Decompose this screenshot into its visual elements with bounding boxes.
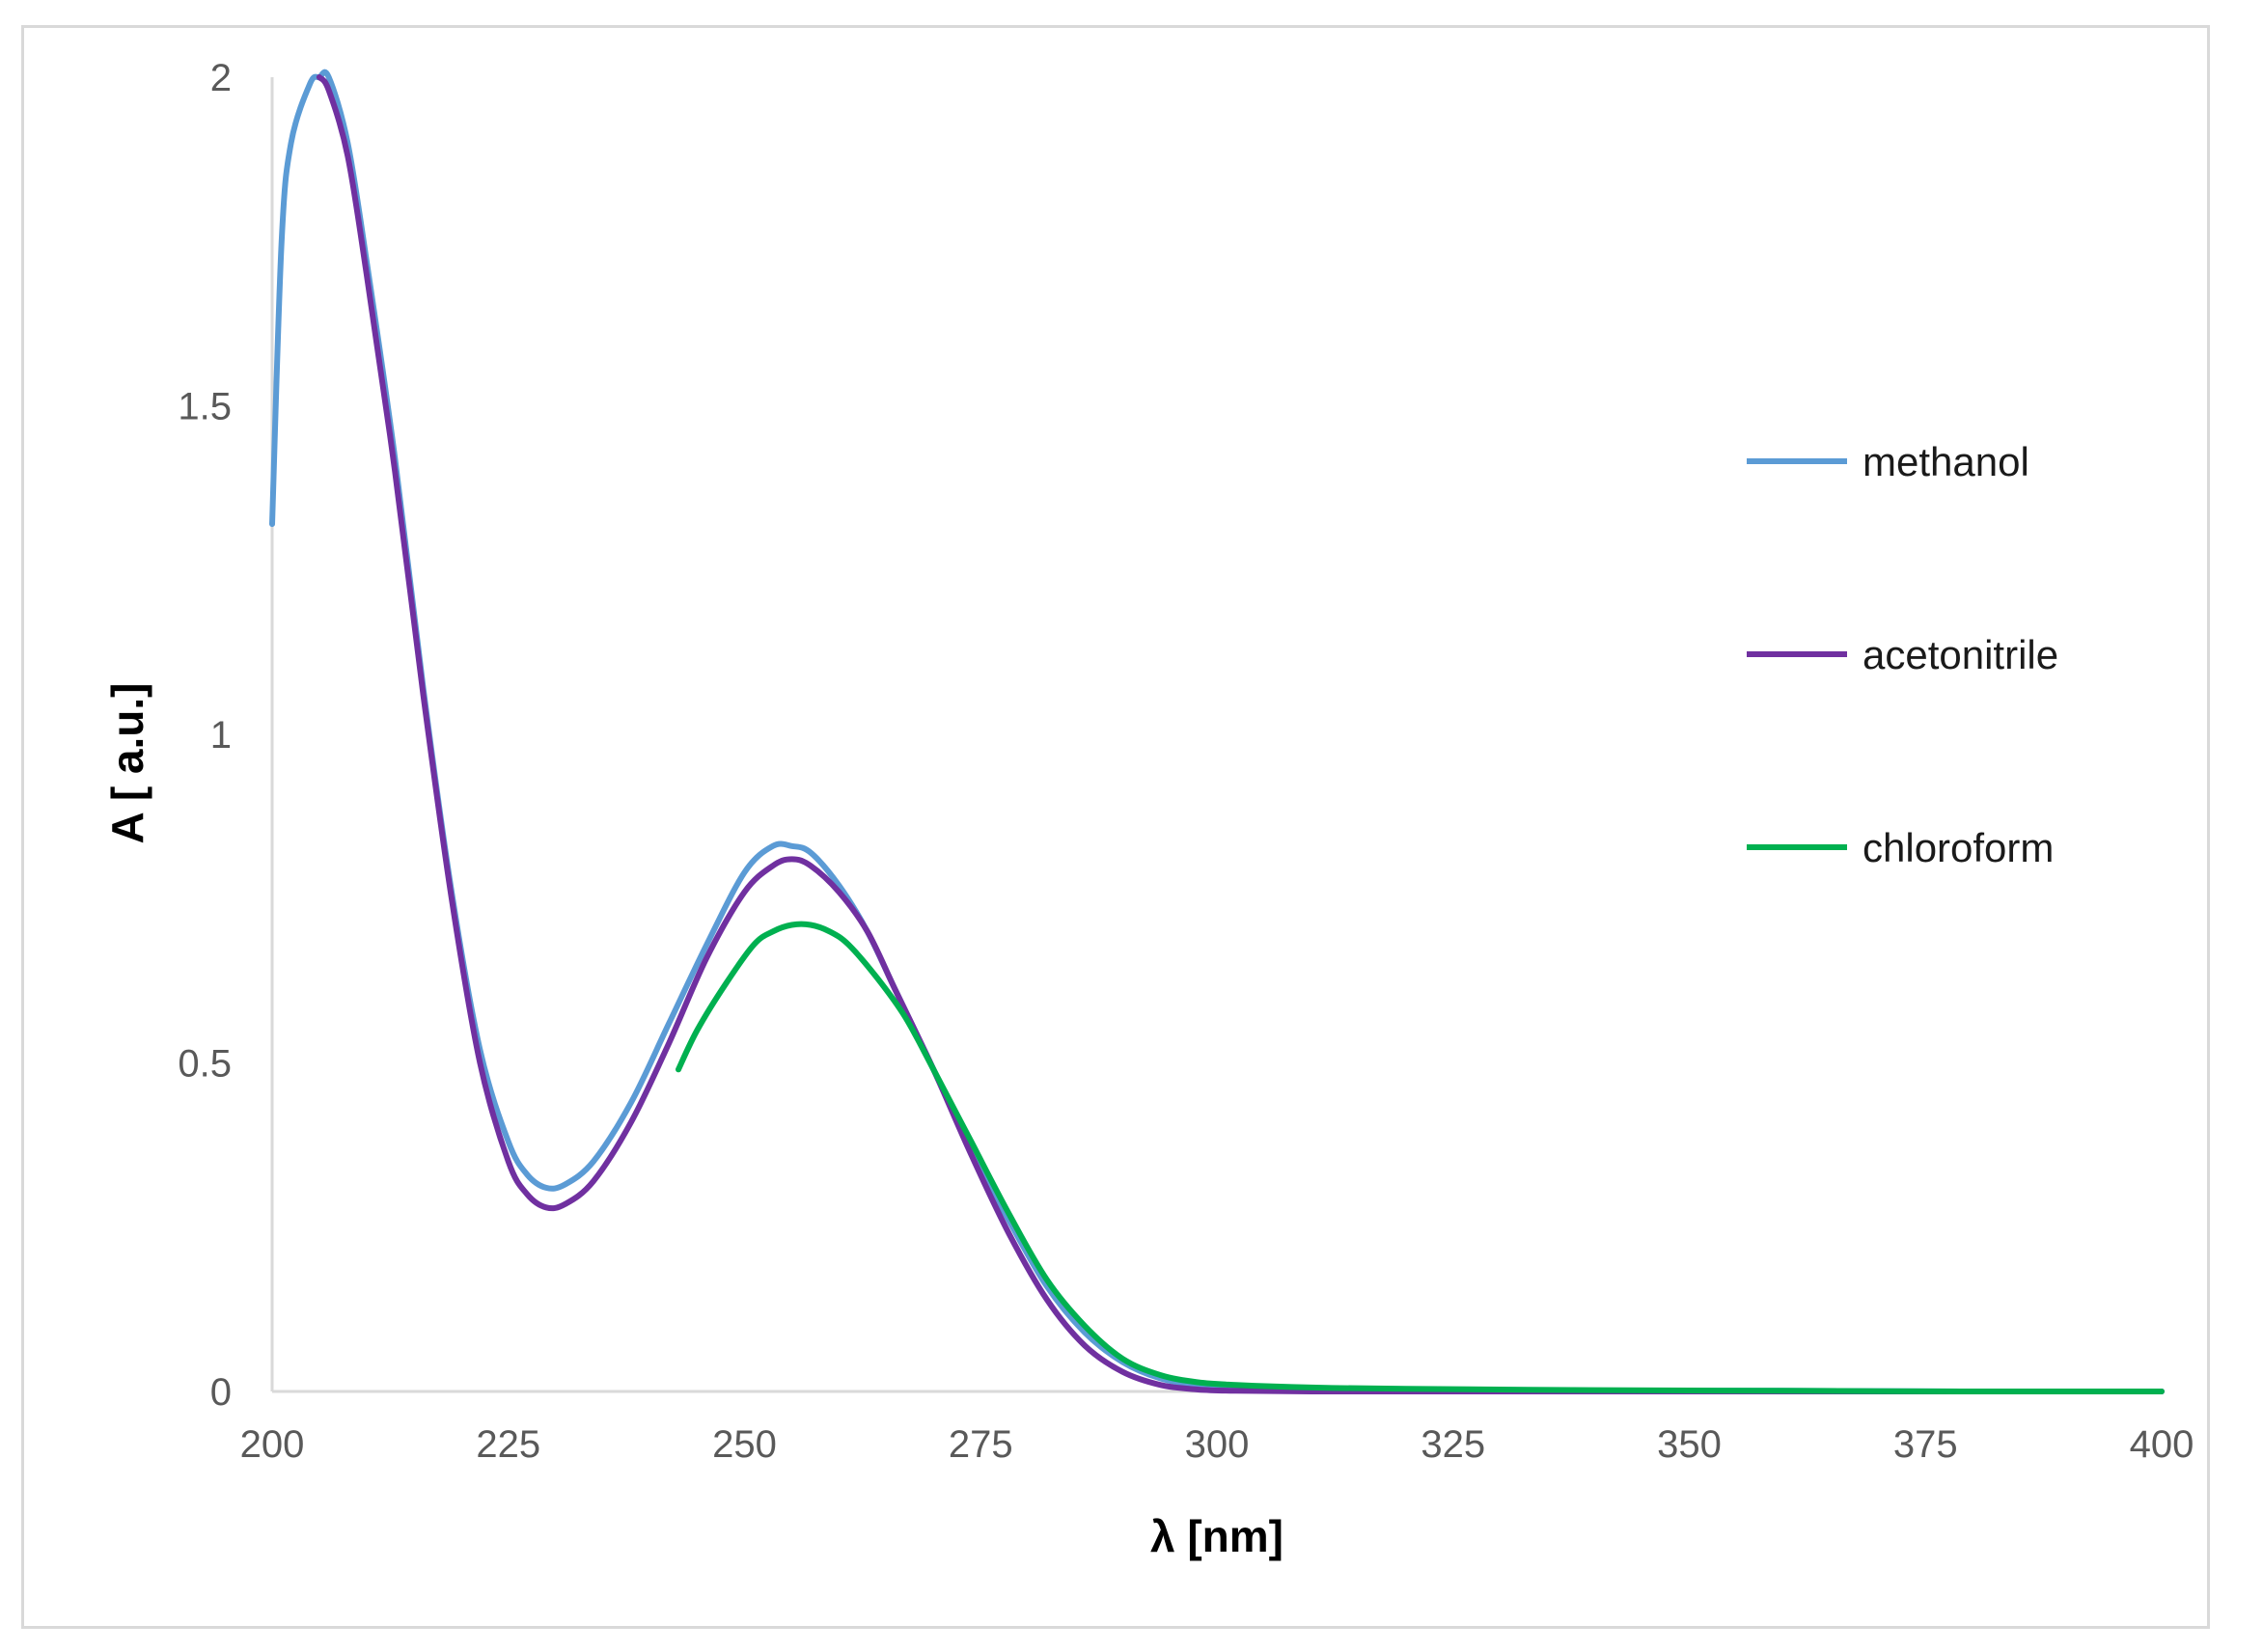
y-tick-label: 2 <box>210 57 232 99</box>
series-line-methanol <box>269 69 2165 1395</box>
legend-label-chloroform: chloroform <box>1863 825 2054 870</box>
series-line-chloroform <box>676 921 2165 1395</box>
x-tick-labels: 200 225 250 275 300 325 350 375 400 <box>240 1423 2194 1466</box>
legend-label-methanol: methanol <box>1863 439 2029 484</box>
x-tick-label: 300 <box>1185 1423 1250 1466</box>
series-line-acetonitrile <box>316 74 2165 1395</box>
series-lines <box>269 69 2165 1395</box>
x-tick-label: 250 <box>712 1423 777 1466</box>
legend-item-acetonitrile: acetonitrile <box>1747 632 2058 677</box>
y-tick-label: 0.5 <box>178 1043 232 1086</box>
x-tick-label: 400 <box>2130 1423 2194 1466</box>
y-tick-labels: 0 0.5 1 1.5 2 <box>178 57 232 1414</box>
y-tick-label: 0 <box>210 1371 232 1414</box>
x-axis-title: λ [nm] <box>1150 1511 1283 1561</box>
legend: methanol acetonitrile chloroform <box>1747 439 2058 870</box>
x-tick-label: 200 <box>240 1423 305 1466</box>
axes <box>270 77 2162 1393</box>
x-tick-label: 325 <box>1421 1423 1485 1466</box>
chart-frame <box>21 25 2210 1629</box>
y-tick-label: 1.5 <box>178 386 232 428</box>
y-axis-title: A [ a.u.] <box>102 683 152 844</box>
y-tick-label: 1 <box>210 714 232 757</box>
legend-item-methanol: methanol <box>1747 439 2029 484</box>
x-tick-label: 275 <box>949 1423 1013 1466</box>
x-tick-label: 225 <box>476 1423 540 1466</box>
x-tick-label: 375 <box>1893 1423 1958 1466</box>
x-tick-label: 350 <box>1657 1423 1722 1466</box>
legend-item-chloroform: chloroform <box>1747 825 2054 870</box>
legend-label-acetonitrile: acetonitrile <box>1863 632 2058 677</box>
